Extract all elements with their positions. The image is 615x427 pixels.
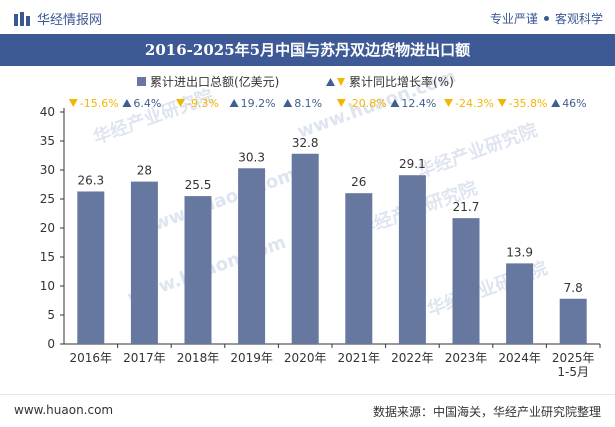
growth-rate-label: 19.2% bbox=[241, 97, 276, 110]
growth-up-triangle-icon bbox=[390, 99, 400, 107]
x-tick-label: 2018年 bbox=[177, 351, 220, 365]
growth-down-triangle-icon bbox=[336, 99, 346, 107]
bar bbox=[559, 298, 587, 344]
chart-title: 2016-2025年5月中国与苏丹双边货物进出口额 bbox=[144, 41, 471, 59]
y-tick-label: 25 bbox=[40, 192, 55, 206]
title-bar: 2016-2025年5月中国与苏丹双边货物进出口额 bbox=[0, 34, 615, 66]
watermark-text: 华经产业研究院 bbox=[90, 85, 216, 149]
bar bbox=[291, 153, 319, 344]
bar-value-label: 30.3 bbox=[238, 150, 265, 164]
legend-swatch-total bbox=[137, 77, 146, 86]
growth-rate-label: 6.4% bbox=[133, 97, 161, 110]
brand-logo: 华经情报网 bbox=[14, 9, 102, 28]
growth-up-triangle-icon bbox=[551, 99, 561, 107]
bar bbox=[130, 181, 158, 344]
tagline-left: 专业严谨 bbox=[489, 12, 538, 26]
footer-site-url: www.huaon.com bbox=[14, 403, 114, 417]
y-tick-label: 35 bbox=[40, 134, 55, 148]
growth-rate-label: -35.8% bbox=[509, 97, 548, 110]
y-tick-label: 10 bbox=[40, 279, 55, 293]
bar-value-label: 25.5 bbox=[185, 178, 212, 192]
tagline-right: 客观科学 bbox=[554, 12, 603, 26]
bar-value-label: 13.9 bbox=[506, 245, 533, 259]
tagline: 专业严谨 客观科学 bbox=[490, 10, 603, 27]
growth-rate-label: 8.1% bbox=[294, 97, 322, 110]
legend-up-triangle-icon bbox=[326, 78, 335, 86]
x-tick-label: 2022年 bbox=[391, 351, 434, 365]
growth-rate-label: 46% bbox=[562, 97, 586, 110]
bar bbox=[238, 168, 266, 344]
growth-up-triangle-icon bbox=[283, 99, 293, 107]
y-tick-label: 15 bbox=[40, 250, 55, 264]
bar-logo-icon bbox=[14, 11, 30, 26]
growth-down-triangle-icon bbox=[68, 99, 78, 107]
legend-label-growth: 累计同比增长率(%) bbox=[349, 74, 454, 89]
growth-rate-label: 12.4% bbox=[401, 97, 436, 110]
tagline-separator-dot bbox=[543, 16, 549, 21]
bar-value-label: 32.8 bbox=[292, 136, 319, 150]
growth-rate-label: -9.3% bbox=[187, 97, 219, 110]
bar bbox=[506, 263, 534, 344]
x-tick-label: 2025年 1-5月 bbox=[552, 351, 595, 379]
bar bbox=[77, 191, 105, 344]
bar-value-label: 29.1 bbox=[399, 157, 426, 171]
growth-rate-label: -24.3% bbox=[455, 97, 494, 110]
y-tick-label: 40 bbox=[40, 105, 55, 119]
growth-down-triangle-icon bbox=[497, 99, 507, 107]
bar-value-label: 21.7 bbox=[453, 200, 480, 214]
bar-value-label: 26.3 bbox=[77, 173, 104, 187]
x-tick-label: 2019年 bbox=[230, 351, 273, 365]
legend-label-total: 累计进出口总额(亿美元) bbox=[150, 74, 279, 89]
growth-rate-label: -15.6% bbox=[80, 97, 119, 110]
growth-down-triangle-icon bbox=[444, 99, 453, 107]
footer-source: 数据来源：中国海关，华经产业研究院整理 bbox=[372, 405, 601, 419]
legend-down-triangle-icon bbox=[337, 78, 345, 86]
bar-chart: 华经产业研究院 www.huaon.com华经产业研究院www.huaon.com… bbox=[40, 66, 601, 379]
x-tick-label: 2023年 bbox=[445, 351, 488, 365]
y-tick-label: 5 bbox=[47, 308, 55, 322]
x-tick-label: 2016年 bbox=[70, 351, 113, 365]
growth-up-triangle-icon bbox=[122, 99, 132, 107]
bar bbox=[345, 193, 373, 344]
x-tick-label: 2021年 bbox=[338, 351, 381, 365]
growth-rate-label: -20.8% bbox=[348, 97, 387, 110]
bar-value-label: 26 bbox=[351, 175, 366, 189]
y-tick-label: 0 bbox=[47, 337, 55, 351]
bar bbox=[452, 218, 480, 344]
x-tick-label: 2017年 bbox=[123, 351, 166, 365]
bar bbox=[398, 175, 426, 344]
watermark-text: www.huaon.com bbox=[135, 164, 299, 241]
growth-down-triangle-icon bbox=[176, 99, 185, 107]
brand-name: 华经情报网 bbox=[37, 13, 103, 28]
y-tick-label: 30 bbox=[40, 163, 55, 177]
footer: www.huaon.com 数据来源：中国海关，华经产业研究院整理 bbox=[0, 394, 615, 427]
watermark-text: 华经产业研究院 bbox=[414, 119, 540, 183]
y-tick-label: 20 bbox=[40, 221, 55, 235]
x-tick-label: 2020年 bbox=[284, 351, 327, 365]
bar bbox=[184, 196, 212, 344]
top-bar: 华经情报网 专业严谨 客观科学 bbox=[0, 0, 615, 34]
x-tick-label: 2024年 bbox=[498, 351, 541, 365]
bar-value-label: 28 bbox=[137, 164, 152, 178]
bar-value-label: 7.8 bbox=[564, 281, 583, 295]
growth-up-triangle-icon bbox=[229, 99, 239, 107]
